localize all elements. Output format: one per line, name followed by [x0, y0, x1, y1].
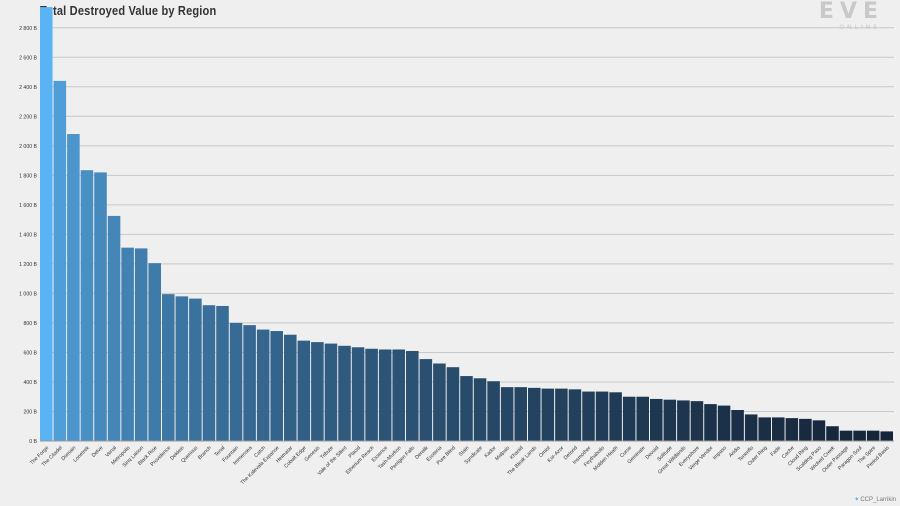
y-tick-label: 0 B — [29, 439, 37, 445]
credit: ✦CCP_Larrikin — [854, 496, 896, 503]
twitter-bird-icon: ✦ — [854, 497, 860, 503]
bar — [175, 296, 189, 441]
bar — [853, 430, 866, 441]
bar — [121, 247, 134, 441]
y-tick-label: 1 800 B — [19, 173, 37, 179]
bar — [609, 392, 622, 441]
y-tick-label: 200 B — [23, 409, 37, 415]
bar — [270, 331, 283, 441]
bar — [162, 294, 175, 441]
bar — [189, 298, 202, 441]
x-tick-label: Impass — [712, 445, 728, 461]
bar — [528, 387, 541, 441]
bar — [704, 404, 717, 441]
bar — [541, 388, 555, 441]
bar — [799, 418, 812, 441]
bar — [134, 248, 148, 441]
bar — [717, 405, 731, 441]
bar — [731, 410, 744, 441]
bar — [148, 263, 161, 441]
bar — [392, 349, 405, 441]
bar — [202, 305, 216, 441]
bar — [744, 414, 758, 441]
bar — [595, 391, 609, 441]
bar — [67, 134, 80, 441]
y-tick-label: 2 800 B — [19, 26, 37, 32]
bar — [636, 396, 649, 441]
bar — [284, 334, 297, 441]
bar — [555, 388, 568, 441]
y-tick-label: 2 000 B — [19, 144, 37, 150]
y-tick-label: 1 400 B — [19, 232, 37, 238]
bar — [338, 345, 351, 441]
bar — [500, 387, 514, 441]
bar — [229, 322, 243, 441]
x-tick-label: Malpais — [494, 445, 511, 462]
y-tick-label: 2 600 B — [19, 55, 37, 61]
bar — [839, 430, 853, 441]
bar — [80, 170, 94, 441]
y-tick-label: 1 600 B — [19, 203, 37, 209]
bar — [94, 172, 107, 441]
bar — [107, 215, 121, 441]
bar — [378, 349, 392, 441]
bar — [243, 325, 256, 441]
bar — [677, 400, 690, 441]
bar — [406, 350, 419, 441]
bar — [880, 431, 893, 441]
bar — [324, 343, 338, 441]
bar — [866, 430, 880, 441]
bar — [487, 381, 500, 441]
y-tick-label: 1 200 B — [19, 262, 37, 268]
x-tick-label: Delve — [91, 445, 105, 459]
bar — [433, 363, 446, 441]
bar — [473, 378, 487, 441]
bar — [256, 329, 270, 441]
bar — [758, 417, 771, 441]
logo-main-text: EVE — [818, 0, 884, 24]
bar — [419, 359, 433, 441]
bar — [446, 367, 460, 441]
x-tick-label: Branch — [197, 445, 213, 461]
y-tick-label: 800 B — [23, 321, 37, 327]
bar — [568, 389, 582, 441]
bar — [772, 417, 785, 441]
bar — [622, 396, 636, 441]
bar — [650, 398, 663, 441]
bar — [351, 347, 365, 441]
bar — [460, 376, 473, 441]
bar — [40, 7, 53, 441]
bar — [311, 342, 324, 441]
y-tick-label: 1 000 B — [19, 291, 37, 297]
y-tick-label: 400 B — [23, 380, 37, 386]
bar — [812, 420, 826, 441]
y-tick-label: 600 B — [23, 350, 37, 356]
bar — [216, 305, 229, 441]
bar — [365, 348, 378, 441]
bar — [582, 391, 595, 441]
x-tick-label: Genesis — [304, 445, 322, 463]
bar — [297, 340, 311, 441]
y-tick-label: 2 200 B — [19, 114, 37, 120]
bar — [690, 401, 704, 441]
bar — [785, 418, 799, 441]
chart-title: Total Destroyed Value by Region — [40, 3, 217, 18]
credit-text: CCP_Larrikin — [860, 497, 896, 503]
bar — [514, 387, 527, 441]
bar — [826, 426, 839, 441]
bar — [663, 399, 677, 441]
bar — [53, 80, 67, 442]
y-tick-label: 2 400 B — [19, 85, 37, 91]
